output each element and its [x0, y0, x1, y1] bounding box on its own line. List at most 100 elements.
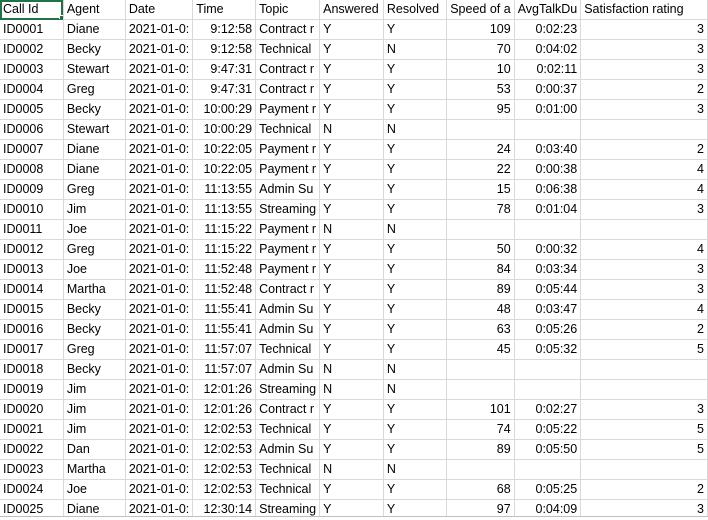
- table-cell[interactable]: 53: [446, 79, 515, 100]
- table-cell[interactable]: 0:02:11: [514, 59, 582, 80]
- table-cell[interactable]: 3: [580, 39, 708, 60]
- table-cell[interactable]: Stewart: [63, 59, 126, 80]
- table-cell[interactable]: Y: [319, 259, 384, 280]
- header-cell-selected[interactable]: Call Id: [0, 0, 64, 20]
- table-cell[interactable]: Greg: [63, 239, 126, 260]
- table-cell[interactable]: Technical: [255, 459, 321, 480]
- table-cell[interactable]: Jim: [63, 379, 126, 400]
- table-cell[interactable]: ID0007: [0, 139, 64, 160]
- table-cell[interactable]: 12:02:53: [192, 439, 257, 460]
- table-cell[interactable]: 3: [580, 19, 708, 40]
- table-cell[interactable]: N: [319, 459, 384, 480]
- table-cell[interactable]: 2021-01-0:: [125, 339, 194, 360]
- table-cell[interactable]: Y: [319, 159, 384, 180]
- table-cell[interactable]: 0:05:32: [514, 339, 582, 360]
- table-cell[interactable]: Y: [319, 279, 384, 300]
- table-cell[interactable]: 5: [580, 339, 708, 360]
- table-cell[interactable]: 11:15:22: [192, 219, 257, 240]
- table-cell[interactable]: 2021-01-0:: [125, 79, 194, 100]
- table-cell[interactable]: Diane: [63, 19, 126, 40]
- table-cell[interactable]: Y: [383, 139, 448, 160]
- table-cell[interactable]: 22: [446, 159, 515, 180]
- table-cell[interactable]: ID0004: [0, 79, 64, 100]
- table-cell[interactable]: Y: [319, 39, 384, 60]
- table-cell[interactable]: Contract r: [255, 79, 321, 100]
- table-cell[interactable]: 9:12:58: [192, 39, 257, 60]
- table-cell[interactable]: 89: [446, 279, 515, 300]
- table-cell[interactable]: 9:47:31: [192, 79, 257, 100]
- table-cell[interactable]: 0:06:38: [514, 179, 582, 200]
- table-cell[interactable]: Y: [319, 339, 384, 360]
- table-cell[interactable]: 10: [446, 59, 515, 80]
- table-cell[interactable]: 0:02:23: [514, 19, 582, 40]
- table-cell[interactable]: Y: [319, 59, 384, 80]
- table-cell[interactable]: [580, 219, 708, 240]
- table-cell[interactable]: 2: [580, 79, 708, 100]
- table-cell[interactable]: 4: [580, 299, 708, 320]
- table-cell[interactable]: N: [319, 379, 384, 400]
- table-cell[interactable]: ID0023: [0, 459, 64, 480]
- table-cell[interactable]: ID0006: [0, 119, 64, 140]
- table-cell[interactable]: Y: [319, 139, 384, 160]
- table-cell[interactable]: 11:57:07: [192, 359, 257, 380]
- table-cell[interactable]: 2021-01-0:: [125, 439, 194, 460]
- table-cell[interactable]: Y: [383, 419, 448, 440]
- table-cell[interactable]: 4: [580, 159, 708, 180]
- table-cell[interactable]: 2021-01-0:: [125, 379, 194, 400]
- header-cell[interactable]: Topic: [255, 0, 321, 20]
- table-cell[interactable]: Jim: [63, 199, 126, 220]
- table-cell[interactable]: ID0014: [0, 279, 64, 300]
- table-cell[interactable]: Payment r: [255, 139, 321, 160]
- table-cell[interactable]: 0:05:26: [514, 319, 582, 340]
- table-cell[interactable]: 84: [446, 259, 515, 280]
- table-cell[interactable]: Becky: [63, 39, 126, 60]
- header-cell[interactable]: Time: [192, 0, 257, 20]
- table-cell[interactable]: Martha: [63, 279, 126, 300]
- table-cell[interactable]: Technical: [255, 419, 321, 440]
- table-cell[interactable]: ID0009: [0, 179, 64, 200]
- table-cell[interactable]: 11:52:48: [192, 259, 257, 280]
- table-cell[interactable]: 3: [580, 99, 708, 120]
- table-cell[interactable]: Y: [383, 99, 448, 120]
- table-cell[interactable]: N: [383, 359, 448, 380]
- table-cell[interactable]: 109: [446, 19, 515, 40]
- table-cell[interactable]: 2: [580, 479, 708, 500]
- table-cell[interactable]: Becky: [63, 359, 126, 380]
- table-cell[interactable]: 2021-01-0:: [125, 159, 194, 180]
- table-cell[interactable]: 5: [580, 419, 708, 440]
- table-cell[interactable]: 74: [446, 419, 515, 440]
- table-cell[interactable]: 97: [446, 499, 515, 520]
- table-cell[interactable]: 0:05:44: [514, 279, 582, 300]
- table-cell[interactable]: 2021-01-0:: [125, 139, 194, 160]
- table-cell[interactable]: Payment r: [255, 239, 321, 260]
- table-cell[interactable]: N: [319, 219, 384, 240]
- table-cell[interactable]: Y: [383, 259, 448, 280]
- table-cell[interactable]: 11:52:48: [192, 279, 257, 300]
- table-cell[interactable]: 95: [446, 99, 515, 120]
- table-cell[interactable]: 12:02:53: [192, 479, 257, 500]
- table-cell[interactable]: 2021-01-0:: [125, 39, 194, 60]
- table-cell[interactable]: Greg: [63, 339, 126, 360]
- table-cell[interactable]: 0:03:47: [514, 299, 582, 320]
- table-cell[interactable]: 2021-01-0:: [125, 239, 194, 260]
- table-cell[interactable]: ID0008: [0, 159, 64, 180]
- table-cell[interactable]: 9:47:31: [192, 59, 257, 80]
- table-cell[interactable]: 3: [580, 279, 708, 300]
- table-cell[interactable]: 0:04:09: [514, 499, 582, 520]
- table-cell[interactable]: N: [383, 219, 448, 240]
- table-cell[interactable]: N: [383, 459, 448, 480]
- table-cell[interactable]: [580, 359, 708, 380]
- table-cell[interactable]: Joe: [63, 219, 126, 240]
- table-cell[interactable]: 2021-01-0:: [125, 99, 194, 120]
- table-cell[interactable]: Y: [383, 479, 448, 500]
- table-cell[interactable]: [446, 359, 515, 380]
- table-cell[interactable]: 0:02:27: [514, 399, 582, 420]
- table-cell[interactable]: 4: [580, 179, 708, 200]
- table-cell[interactable]: [446, 219, 515, 240]
- table-cell[interactable]: 15: [446, 179, 515, 200]
- table-cell[interactable]: 2021-01-0:: [125, 299, 194, 320]
- table-cell[interactable]: [446, 459, 515, 480]
- table-cell[interactable]: 68: [446, 479, 515, 500]
- table-cell[interactable]: 2021-01-0:: [125, 419, 194, 440]
- table-cell[interactable]: 11:57:07: [192, 339, 257, 360]
